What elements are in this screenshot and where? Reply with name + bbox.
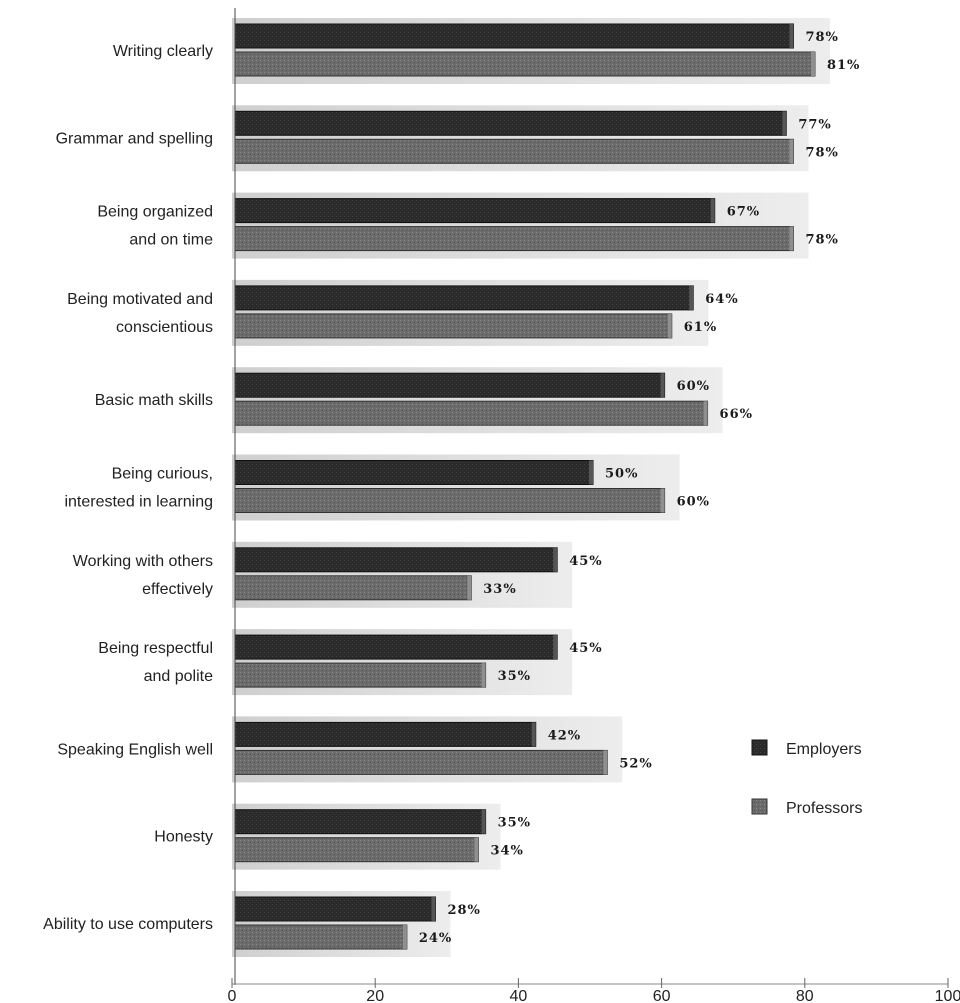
- legend: Employers Professors: [751, 739, 862, 817]
- data-label: 34%: [490, 844, 523, 859]
- bar-professors: [234, 662, 487, 688]
- bar-professors: [234, 575, 472, 601]
- bar-employers: [234, 721, 537, 747]
- data-label: 24%: [419, 931, 452, 946]
- bar-end-cap: [689, 285, 694, 310]
- legend-label-professors: Professors: [786, 800, 862, 817]
- data-label: 81%: [827, 58, 860, 73]
- bar-professors: [234, 837, 479, 863]
- bar-end-cap: [589, 460, 593, 485]
- bar-employers: [234, 809, 487, 835]
- data-label: 78%: [805, 30, 838, 45]
- bar-end-cap: [481, 663, 486, 688]
- data-label: 52%: [619, 756, 652, 771]
- x-tick-label: 100: [935, 988, 960, 1003]
- category-label: Honesty: [154, 829, 213, 846]
- bar-end-cap: [553, 547, 558, 572]
- category-label: Basic math skills: [95, 392, 213, 409]
- data-label: 78%: [805, 233, 838, 248]
- category-label: Ability to use computers: [43, 916, 213, 933]
- data-label: 42%: [548, 728, 581, 743]
- data-label: 66%: [720, 407, 753, 422]
- bars: [234, 23, 816, 950]
- data-label: 28%: [447, 903, 480, 918]
- category-label: Speaking English well: [57, 741, 213, 758]
- data-label: 67%: [727, 205, 760, 220]
- bar-end-cap: [810, 52, 815, 76]
- category-label: Grammar and spelling: [56, 130, 213, 147]
- bar-employers: [234, 896, 436, 922]
- data-label: 60%: [677, 495, 710, 510]
- category-label: Being respectful: [98, 640, 213, 657]
- bar-end-cap: [467, 575, 472, 600]
- legend-label-employers: Employers: [786, 741, 862, 758]
- category-label: Writing clearly: [113, 43, 213, 60]
- data-label: 78%: [805, 145, 838, 160]
- data-label: 60%: [677, 379, 710, 394]
- data-label: 64%: [705, 292, 738, 307]
- bar-professors: [234, 400, 709, 426]
- x-tick-label: 60: [653, 988, 671, 1003]
- legend-swatch-employers: [751, 739, 768, 756]
- bar-professors: [234, 226, 794, 252]
- category-label: Being motivated and: [67, 291, 213, 308]
- bar-end-cap: [553, 635, 558, 660]
- bar-employers: [234, 285, 694, 311]
- bar-end-cap: [402, 925, 407, 949]
- bar-employers: [234, 198, 716, 224]
- x-tick-label: 80: [796, 988, 814, 1003]
- bar-end-cap: [660, 373, 665, 398]
- category-label: Being organized: [97, 204, 213, 221]
- legend-swatch-professors: [751, 798, 768, 815]
- bar-end-cap: [789, 139, 794, 164]
- bar-end-cap: [703, 401, 708, 426]
- bar-end-cap: [431, 897, 436, 921]
- data-label: 61%: [684, 320, 717, 335]
- bar-end-cap: [667, 313, 672, 338]
- bar-professors: [234, 924, 408, 950]
- category-label: Working with others: [73, 553, 213, 570]
- x-tick-label: 40: [510, 988, 528, 1003]
- bar-employers: [234, 110, 787, 136]
- bar-end-cap: [531, 722, 536, 747]
- bar-end-cap: [660, 488, 665, 513]
- x-tick-label: 0: [228, 988, 237, 1003]
- data-label: 50%: [605, 467, 638, 482]
- category-label: Being curious,: [112, 466, 213, 483]
- category-label: interested in learning: [64, 494, 213, 511]
- bar-end-cap: [474, 837, 479, 862]
- bar-employers: [234, 460, 594, 485]
- bar-end-cap: [481, 809, 486, 834]
- bar-employers: [234, 372, 666, 398]
- category-label: and polite: [144, 668, 213, 685]
- x-tick-label: 20: [366, 988, 384, 1003]
- bar-professors: [234, 488, 666, 513]
- data-label: 45%: [569, 554, 602, 569]
- bar-professors: [234, 51, 816, 77]
- bar-employers: [234, 23, 794, 49]
- x-axis-ticks: 0 20 40 60 80 100: [228, 978, 960, 1003]
- category-label: effectively: [142, 581, 213, 598]
- category-label: and on time: [129, 232, 213, 249]
- bar-professors: [234, 138, 794, 164]
- data-label: 35%: [498, 669, 531, 684]
- bar-end-cap: [789, 24, 794, 48]
- data-label: 45%: [569, 641, 602, 656]
- data-label: 35%: [498, 816, 531, 831]
- category-label: conscientious: [116, 319, 213, 336]
- bar-employers: [234, 634, 558, 660]
- data-label: 33%: [483, 582, 516, 597]
- bar-end-cap: [603, 750, 608, 775]
- bar-employers: [234, 547, 558, 573]
- bar-end-cap: [782, 111, 787, 136]
- bar-professors: [234, 749, 608, 775]
- data-label: 77%: [798, 117, 831, 132]
- bar-end-cap: [789, 226, 794, 251]
- bar-professors: [234, 313, 673, 339]
- bar-end-cap: [710, 198, 715, 223]
- labels: Writing clearly 78% 81% Grammar and spellin…: [43, 30, 860, 946]
